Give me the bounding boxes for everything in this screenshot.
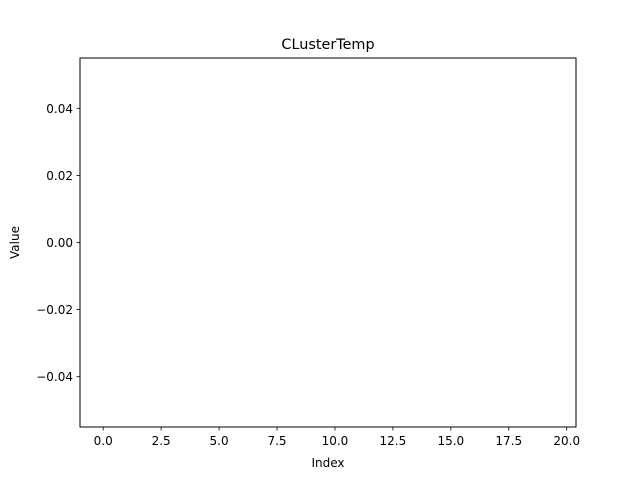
y-tick-label: 0.00 (46, 236, 73, 250)
x-tick-label: 7.5 (267, 434, 286, 448)
x-tick-label: 12.5 (380, 434, 407, 448)
x-tick-label: 2.5 (152, 434, 171, 448)
y-tick-label: 0.04 (46, 102, 73, 116)
x-tick-label: 0.0 (94, 434, 113, 448)
x-tick-label: 15.0 (437, 434, 464, 448)
x-tick-label: 20.0 (553, 434, 580, 448)
y-axis-label: Value (8, 226, 22, 259)
x-tick-label: 17.5 (495, 434, 522, 448)
x-tick-label: 5.0 (210, 434, 229, 448)
y-axis: 0.04 0.02 0.00 −0.02 −0.04 (36, 102, 80, 384)
y-tick-label: −0.02 (36, 303, 73, 317)
x-tick-label: 10.0 (322, 434, 349, 448)
y-tick-label: −0.04 (36, 370, 73, 384)
chart-title: CLusterTemp (281, 37, 374, 53)
x-axis-label: Index (311, 456, 344, 470)
x-axis: 0.0 2.5 5.0 7.5 10.0 12.5 15.0 17.5 20.0 (94, 427, 580, 448)
y-tick-label: 0.02 (46, 169, 73, 183)
